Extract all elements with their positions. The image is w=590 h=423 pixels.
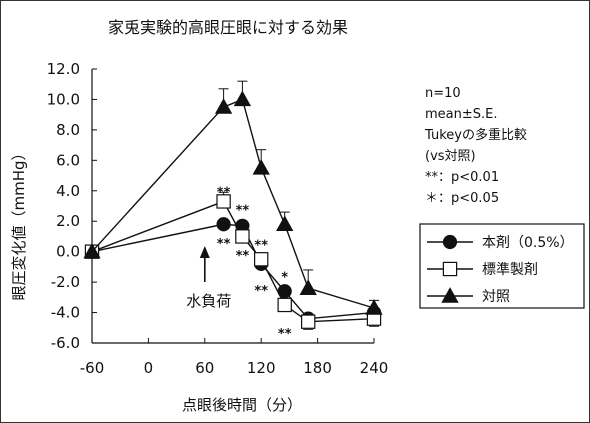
data-point bbox=[299, 279, 317, 295]
stats-note: mean±S.E. bbox=[425, 107, 498, 122]
y-axis: 12.0 10.0 8.0 6.0 4.0 2.0 0.0 -2.0 -4.0 -6.0 bbox=[47, 60, 97, 352]
significance-mark: * bbox=[281, 271, 288, 286]
stats-notes: n=10 mean±S.E. Tukeyの多重比較 (vs対照) **：p<0.01 ＊：… bbox=[424, 86, 527, 206]
x-tick-label: 0 bbox=[144, 359, 154, 377]
legend-label: 標準製剤 bbox=[482, 262, 538, 278]
data-point bbox=[365, 299, 383, 315]
stats-note: (vs対照) bbox=[425, 149, 476, 164]
y-tick-label: 6.0 bbox=[56, 151, 80, 169]
significance-mark: ** bbox=[278, 327, 292, 342]
water-load-annotation: 水負荷 bbox=[186, 246, 231, 310]
data-point bbox=[252, 159, 270, 175]
significance-mark: ** bbox=[217, 237, 231, 252]
legend-label: 本剤（0.5%） bbox=[482, 235, 574, 251]
y-tick-label: 8.0 bbox=[56, 121, 80, 139]
significance-mark: ** bbox=[254, 239, 268, 254]
chart-title: 家兎実験的高眼圧眼に対する効果 bbox=[108, 18, 348, 37]
x-axis: -60 0 60 120 180 240 bbox=[80, 338, 389, 377]
legend-marker bbox=[442, 261, 458, 277]
data-point bbox=[277, 297, 292, 313]
x-tick-label: 60 bbox=[195, 359, 214, 377]
y-axis-label: 眼圧変化値（mmHg） bbox=[10, 145, 28, 300]
legend-marker bbox=[441, 287, 459, 303]
stats-note: n=10 bbox=[425, 86, 461, 101]
y-tick-label: 4.0 bbox=[56, 182, 80, 200]
data-point bbox=[254, 252, 269, 267]
stats-note: **：p<0.01 bbox=[425, 170, 499, 185]
data-point bbox=[83, 242, 101, 259]
x-axis-label: 点眼後時間（分） bbox=[182, 396, 302, 414]
x-tick-label: -60 bbox=[80, 359, 105, 377]
y-tick-label: 10.0 bbox=[47, 90, 80, 108]
y-tick-label: -2.0 bbox=[51, 273, 80, 291]
data-point bbox=[301, 314, 316, 329]
plot-series bbox=[83, 80, 383, 330]
x-tick-label: 240 bbox=[360, 359, 389, 377]
significance-mark: ** bbox=[236, 204, 250, 219]
y-tick-label: 2.0 bbox=[56, 212, 80, 230]
y-tick-label: -6.0 bbox=[51, 334, 80, 352]
x-tick-label: 120 bbox=[247, 359, 276, 377]
x-tick-label: 180 bbox=[303, 359, 332, 377]
stats-note: ＊：p<0.05 bbox=[425, 191, 499, 206]
data-point bbox=[276, 215, 294, 232]
series-3 bbox=[83, 80, 383, 315]
data-point bbox=[216, 217, 231, 232]
arrow-head bbox=[199, 246, 210, 258]
arrow-label: 水負荷 bbox=[186, 292, 231, 310]
significance-mark: ** bbox=[254, 284, 268, 299]
significance-marks: *************** bbox=[217, 185, 292, 342]
legend-label: 対照 bbox=[482, 289, 510, 305]
data-point bbox=[214, 98, 233, 114]
y-tick-label: 12.0 bbox=[47, 60, 80, 78]
stats-note: Tukeyの多重比較 bbox=[424, 127, 527, 143]
significance-mark: ** bbox=[217, 185, 231, 200]
data-point bbox=[235, 229, 250, 244]
legend-marker bbox=[442, 234, 458, 250]
y-tick-label: 0.0 bbox=[56, 243, 80, 261]
y-tick-label: -4.0 bbox=[51, 304, 80, 322]
data-point bbox=[216, 194, 231, 209]
data-point bbox=[233, 90, 252, 107]
significance-mark: ** bbox=[236, 249, 250, 264]
